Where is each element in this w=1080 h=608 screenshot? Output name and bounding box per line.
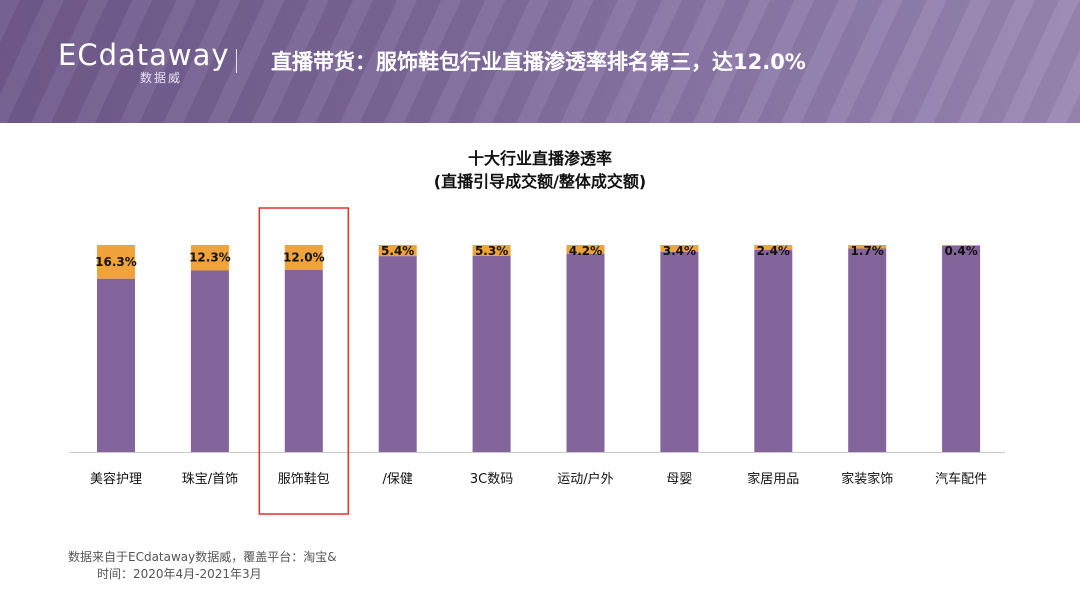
x-tick-label: 母婴 xyxy=(666,472,692,487)
bar-penetration xyxy=(660,245,699,253)
bar-penetration xyxy=(942,245,981,246)
footnote-source: 数据来自于ECdataway数据威，覆盖平台：淘宝& xyxy=(68,550,337,564)
x-tick-label: 家装家饰 xyxy=(841,471,893,487)
data-label: 3.4% xyxy=(663,244,696,258)
chart-title: 十大行业直播渗透率 xyxy=(467,149,612,168)
x-tick-label: /保健 xyxy=(383,472,413,487)
bar-penetration xyxy=(848,245,887,249)
bar-penetration xyxy=(566,245,605,254)
bar-penetration xyxy=(284,245,323,270)
bar-remainder xyxy=(566,253,605,452)
bar-remainder xyxy=(754,249,793,452)
x-tick-label: 美容护理 xyxy=(90,471,142,487)
bar-remainder xyxy=(472,255,511,452)
footnote-period: 时间：2020年4月-2021年3月 xyxy=(97,567,262,581)
data-label: 2.4% xyxy=(757,244,790,258)
bar-penetration xyxy=(472,245,511,256)
x-tick-label: 3C数码 xyxy=(470,472,513,487)
data-label: 0.4% xyxy=(944,244,977,258)
bar-remainder xyxy=(942,245,981,452)
logo-text: ECdataway xyxy=(58,38,230,72)
bar-penetration xyxy=(378,245,417,257)
bar-remainder xyxy=(848,248,887,452)
x-tick-label: 珠宝/首饰 xyxy=(182,472,238,487)
data-label: 5.3% xyxy=(475,244,508,258)
header-banner: ECdataway 数据威 直播带货：服饰鞋包行业直播渗透率排名第三，达12.0… xyxy=(0,0,1080,123)
bar-penetration xyxy=(754,245,793,250)
bar-remainder xyxy=(284,269,323,452)
highlight-box xyxy=(258,207,350,515)
bar-remainder xyxy=(97,278,135,452)
x-tick-label: 运动/户外 xyxy=(557,471,613,487)
data-label: 12.3% xyxy=(189,251,231,265)
page-title: 直播带货：服饰鞋包行业直播渗透率排名第三，达12.0% xyxy=(271,50,806,74)
ecdataway-logo: ECdataway 数据威 xyxy=(58,38,230,85)
bar-penetration xyxy=(97,245,135,279)
data-label: 1.7% xyxy=(851,244,884,258)
bar-penetration xyxy=(190,245,229,271)
header-divider xyxy=(236,49,237,73)
x-tick-label: 服饰鞋包 xyxy=(278,471,330,487)
bar-remainder xyxy=(660,252,699,452)
chart-subtitle: (直播引导成交额/整体成交额) xyxy=(433,172,647,191)
data-label: 4.2% xyxy=(569,244,602,258)
logo-subtext: 数据威 xyxy=(140,71,183,85)
bar-remainder xyxy=(190,270,229,452)
x-tick-label: 汽车配件 xyxy=(935,471,987,487)
data-label: 5.4% xyxy=(381,244,414,258)
data-label: 16.3% xyxy=(95,255,137,269)
bar-remainder xyxy=(378,256,417,452)
x-tick-label: 家居用品 xyxy=(747,471,799,487)
data-label: 12.0% xyxy=(283,250,325,264)
